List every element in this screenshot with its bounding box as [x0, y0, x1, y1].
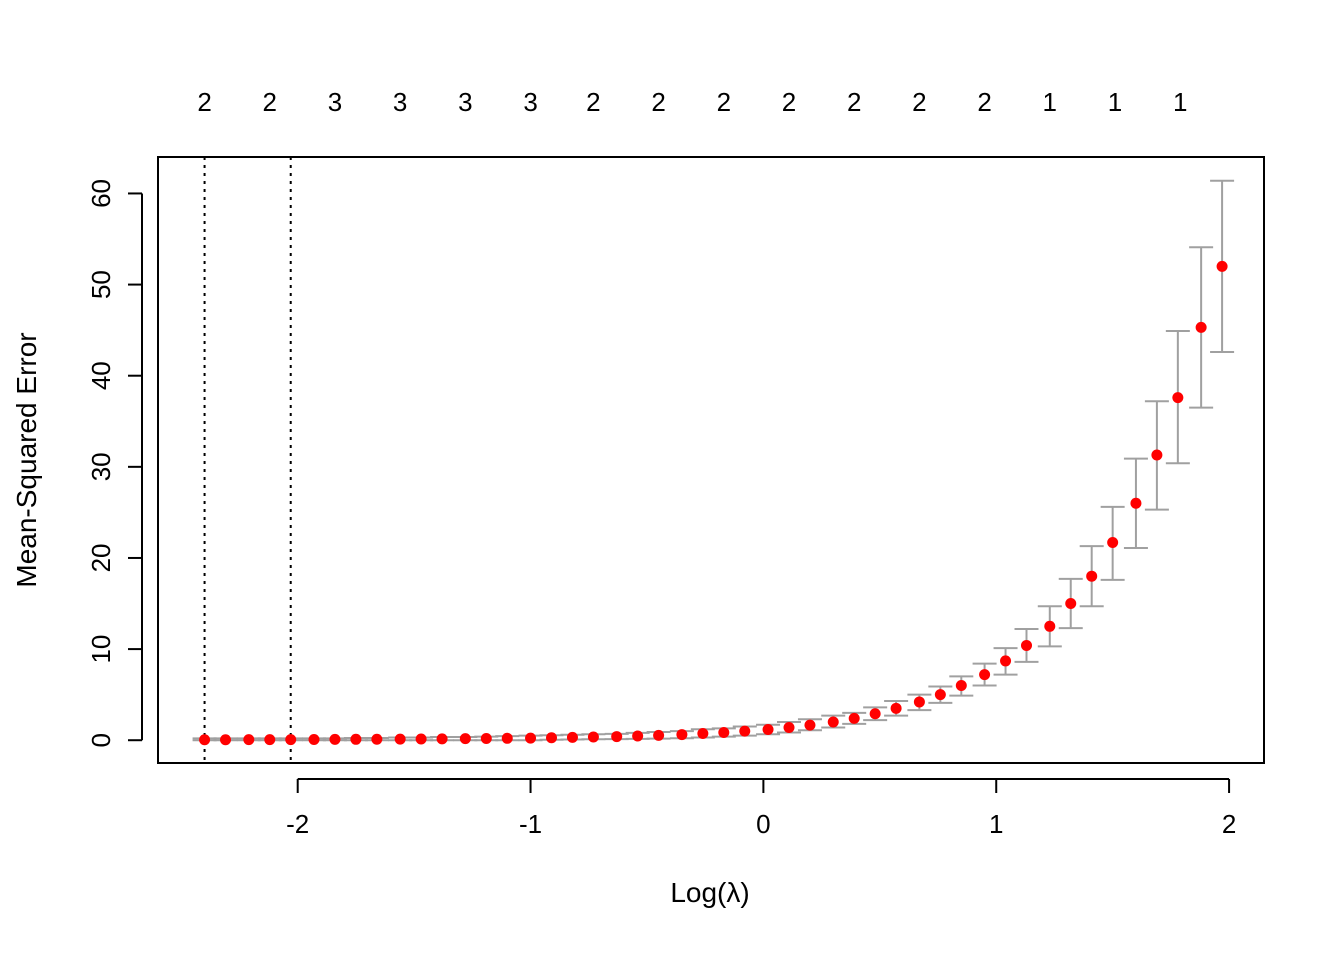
y-tick-label: 10 [86, 635, 116, 664]
data-point [890, 702, 902, 714]
data-point [1172, 392, 1184, 404]
y-tick-label: 50 [86, 270, 116, 299]
y-tick-label: 20 [86, 544, 116, 573]
data-point [1151, 449, 1163, 461]
data-point [199, 734, 211, 746]
data-point [1216, 260, 1228, 272]
data-point [979, 669, 991, 681]
data-point [783, 721, 795, 733]
data-point [676, 729, 688, 741]
data-point [587, 731, 599, 743]
data-point [827, 716, 839, 728]
data-point [480, 732, 492, 744]
data-point [329, 733, 341, 745]
top-axis-label: 2 [717, 87, 731, 117]
top-axis-label: 1 [1108, 87, 1122, 117]
data-point [436, 733, 448, 745]
data-point [762, 723, 774, 735]
data-point [394, 733, 406, 745]
top-axis-label: 2 [651, 87, 665, 117]
y-tick-label: 30 [86, 452, 116, 481]
top-axis-label: 1 [1173, 87, 1187, 117]
data-point [243, 734, 255, 746]
data-point [220, 734, 232, 746]
data-point [371, 733, 383, 745]
data-point [308, 733, 320, 745]
data-point [415, 733, 427, 745]
data-point [1195, 321, 1207, 333]
top-axis-label: 3 [393, 87, 407, 117]
data-point [1065, 598, 1077, 610]
data-point [869, 708, 881, 720]
data-point [718, 726, 730, 738]
top-axis-label: 3 [458, 87, 472, 117]
top-axis-label: 2 [847, 87, 861, 117]
data-point [697, 727, 709, 739]
top-axis-label: 3 [328, 87, 342, 117]
data-point [913, 696, 925, 708]
x-tick-label: -2 [286, 809, 309, 839]
top-axis-label: 2 [586, 87, 600, 117]
x-tick-label: 0 [756, 809, 770, 839]
top-axis-label: 2 [977, 87, 991, 117]
data-point [1021, 639, 1033, 651]
top-axis-label: 1 [1043, 87, 1057, 117]
data-point [1044, 620, 1056, 632]
data-point [501, 732, 513, 744]
data-points [199, 260, 1228, 746]
top-axis-label: 2 [782, 87, 796, 117]
top-axis-label: 2 [197, 87, 211, 117]
data-point [848, 712, 860, 724]
data-point [1086, 570, 1098, 582]
data-point [264, 734, 276, 746]
data-point [611, 731, 623, 743]
top-axis-label: 2 [263, 87, 277, 117]
y-axis-title: Mean-Squared Error [11, 332, 42, 587]
data-point [955, 680, 967, 692]
x-axis-title: Log(λ) [670, 877, 749, 908]
data-point [350, 733, 362, 745]
top-axis-label: 3 [523, 87, 537, 117]
data-point [285, 734, 297, 746]
data-point [739, 725, 751, 737]
top-axis-labels: 2 2 3 3 3 3 2 2 2 2 2 2 2 1 1 1 [197, 87, 1187, 117]
data-point [525, 732, 537, 744]
data-point [1107, 536, 1119, 548]
plot-frame [157, 156, 1265, 764]
vertical-reference-lines [203, 157, 292, 763]
data-point [1000, 655, 1012, 667]
data-point [459, 733, 471, 745]
data-point [804, 719, 816, 731]
y-tick-label: 40 [86, 361, 116, 390]
data-point [653, 729, 665, 741]
data-point [632, 730, 644, 742]
y-axis: 0 10 20 30 40 50 60 [86, 179, 143, 747]
x-tick-label: -1 [519, 809, 542, 839]
top-axis-label: 2 [912, 87, 926, 117]
x-tick-label: 1 [989, 809, 1003, 839]
data-point [1130, 497, 1142, 509]
data-point [934, 689, 946, 701]
data-point [546, 732, 558, 744]
y-tick-label: 0 [86, 733, 116, 747]
y-tick-label: 60 [86, 179, 116, 208]
x-tick-label: 2 [1222, 809, 1236, 839]
x-axis: -2 -1 0 1 2 [286, 778, 1236, 839]
error-bars [192, 179, 1235, 742]
data-point [566, 731, 578, 743]
